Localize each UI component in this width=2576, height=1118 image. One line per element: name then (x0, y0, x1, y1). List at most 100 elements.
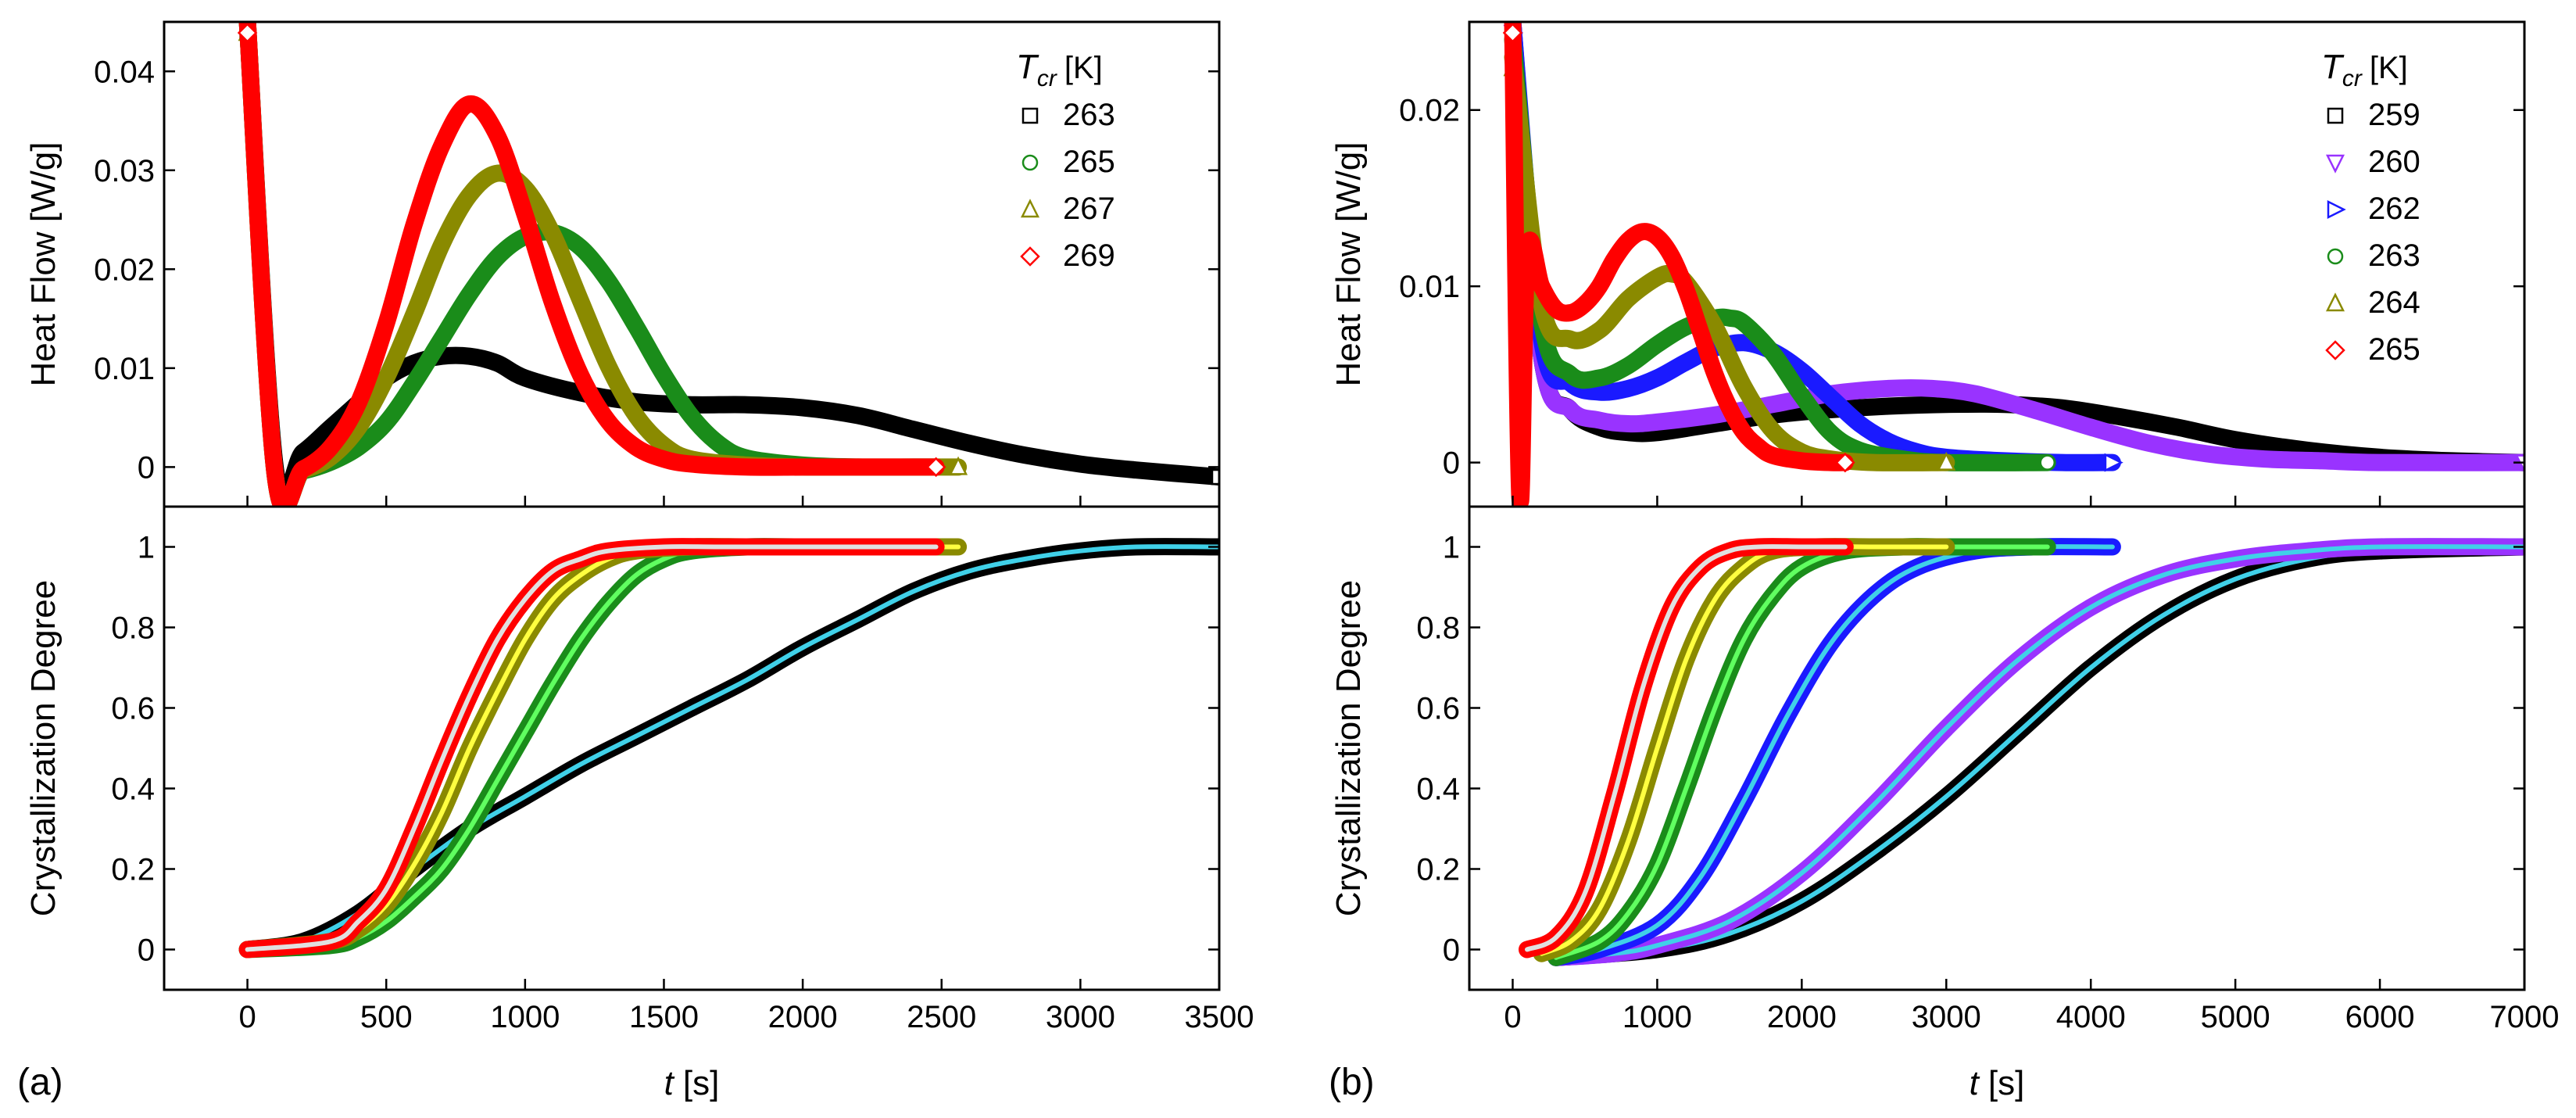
y-tick-label: 0 (138, 933, 155, 968)
y-tick-label: 0.04 (94, 55, 155, 89)
heat-flow-series-group (237, 22, 1219, 507)
x-tick-label: 3500 (1185, 1000, 1254, 1034)
heat-flow-marker-end-269 (925, 457, 946, 478)
x-tick-label: 6000 (2345, 1000, 2415, 1034)
heat-flow-marker-end-263 (2039, 454, 2055, 471)
heat-flow-series-265 (1504, 22, 1854, 507)
heat-flow-series-263 (238, 22, 1219, 506)
y-tick-label: 0.8 (111, 611, 155, 646)
legend-label-263: 263 (2368, 238, 2420, 273)
crystallization-fit-260 (1554, 544, 2524, 960)
x-tick-label: 5000 (2201, 1000, 2270, 1034)
y-tick-label: 0 (138, 450, 155, 485)
legend-marker-265 (2325, 340, 2345, 360)
legend-label-263: 263 (1063, 98, 1115, 132)
y-tick-label: 0.02 (1399, 94, 1460, 128)
panel-a-heat-flow-y-ticks: 0 0.01 0.02 0.03 0.04 (94, 55, 1219, 485)
panel-b-tag: (b) (1329, 1062, 1375, 1103)
panel-a-x-ticks: 0 500 1000 1500 2000 2500 3000 3500 (238, 496, 1254, 1034)
legend-label-260: 260 (2368, 145, 2420, 179)
panel-a-crystallization-ylabel: Crystallization Degree (24, 580, 63, 916)
panel-b-crystallization-y-ticks: 0 0.2 0.4 0.6 0.8 1 (1416, 531, 2524, 968)
y-tick-label: 0.03 (94, 154, 155, 188)
panel-b-xlabel: t [s] (1970, 1064, 2025, 1102)
legend-marker-263 (1021, 107, 1039, 124)
x-tick-label: 2000 (768, 1000, 838, 1034)
crystallization-fit-269 (245, 544, 939, 952)
panel-b-legend-title-unit: [K] (2370, 51, 2408, 85)
heat-flow-series-group (1502, 22, 2524, 507)
panel-a-crystallization-frame (163, 505, 1221, 991)
y-tick-label: 0.2 (111, 853, 155, 887)
x-tick-label: 3000 (1046, 1000, 1115, 1034)
heat-flow-marker-end-263 (1211, 468, 1219, 486)
heat-flow-series-260 (1504, 22, 2524, 471)
heat-flow-marker-start-265 (1502, 23, 1523, 43)
panel-a-legend-title: Tcr [K] (1016, 48, 1103, 91)
y-tick-label: 0.01 (94, 352, 155, 386)
x-tick-label: 2500 (907, 1000, 976, 1034)
legend-label-265: 265 (2368, 332, 2420, 367)
panel-b-xlabel-symbol: t (1970, 1064, 1980, 1102)
y-tick-label: 0 (1443, 446, 1460, 481)
legend-label-267: 267 (1063, 192, 1115, 226)
panel-b-crystallization-ylabel: Crystallization Degree (1329, 580, 1368, 916)
x-tick-label: 0 (238, 1000, 256, 1034)
legend-label-269: 269 (1063, 238, 1115, 273)
y-tick-label: 0.6 (1416, 692, 1460, 726)
panel-a-heat-flow-ylabel: Heat Flow [W/g] (24, 142, 63, 387)
panel-a-legend-title-sub: cr (1037, 66, 1057, 91)
y-tick-label: 0.01 (1399, 270, 1460, 304)
crystallization-series-264 (1533, 538, 1955, 962)
y-tick-label: 0.4 (111, 772, 155, 807)
panel-b-crystallization-plot (1519, 538, 2524, 966)
y-tick-label: 1 (1443, 531, 1460, 565)
x-tick-label: 2000 (1767, 1000, 1837, 1034)
legend-label-265: 265 (1063, 145, 1115, 179)
legend-label-262: 262 (2368, 192, 2420, 226)
panel-b-xlabel-unit: [s] (1988, 1064, 2024, 1102)
heat-flow-marker-end-262 (2104, 453, 2123, 472)
legend-marker-265 (1021, 154, 1039, 171)
panel-a-legend-title-symbol: T (1016, 48, 1039, 86)
x-tick-label: 3000 (1912, 1000, 1981, 1034)
heat-flow-marker-start-269 (237, 23, 258, 43)
legend-marker-259 (2327, 107, 2344, 124)
x-tick-label: 7000 (2490, 1000, 2560, 1034)
panel-b-x-ticks: 0 1000 2000 3000 4000 5000 6000 7000 (1504, 496, 2559, 1034)
panel-a-xlabel-symbol: t (664, 1064, 675, 1102)
legend-label-264: 264 (2368, 285, 2420, 320)
y-tick-label: 1 (138, 531, 155, 565)
crystallization-fit-265 (1525, 544, 1848, 952)
x-tick-label: 1000 (1623, 1000, 1692, 1034)
crystallization-series-group (238, 538, 1219, 959)
panel-b-legend-title: Tcr [K] (2321, 48, 2408, 91)
legend-marker-263 (2327, 248, 2344, 265)
panel-a-legend: Tcr [K] 263 265 267 269 (1016, 48, 1115, 273)
heat-flow-series-269 (238, 22, 945, 507)
y-tick-label: 0.6 (111, 692, 155, 726)
panel-b-heat-flow-ylabel: Heat Flow [W/g] (1329, 142, 1368, 387)
heat-flow-marker-end-267 (949, 456, 968, 475)
panel-a-crystallization-plot (238, 538, 1219, 959)
panel-a: 0 0.01 0.02 0.03 0.04 0 0.2 0.4 0.6 0.8 1 0 500 100… (17, 20, 1254, 1103)
y-tick-label: 0.4 (1416, 772, 1460, 807)
x-tick-label: 1000 (490, 1000, 560, 1034)
y-tick-label: 0 (1443, 933, 1460, 968)
panel-b-legend-title-sub: cr (2342, 66, 2363, 91)
panel-b-crystallization-frame (1468, 505, 2526, 991)
panel-b: 0 0.01 0.02 0 0.2 0.4 0.6 0.8 1 0 1000 2000 3000 40… (1329, 20, 2559, 1103)
panel-b-legend: Tcr [K] 259 260 262 263 264 265 (2321, 48, 2420, 367)
y-tick-label: 0.2 (1416, 853, 1460, 887)
y-tick-label: 0.02 (94, 253, 155, 287)
crystallization-series-269 (238, 538, 945, 959)
x-tick-label: 0 (1504, 1000, 1521, 1034)
x-tick-label: 1500 (629, 1000, 699, 1034)
legend-marker-264 (2325, 292, 2345, 312)
legend-label-259: 259 (2368, 98, 2420, 132)
legend-marker-269 (1020, 246, 1040, 267)
crystallization-series-group (1519, 538, 2524, 966)
panel-b-legend-title-symbol: T (2321, 48, 2345, 86)
panel-a-xlabel: t [s] (664, 1064, 720, 1102)
y-tick-label: 0.8 (1416, 611, 1460, 646)
